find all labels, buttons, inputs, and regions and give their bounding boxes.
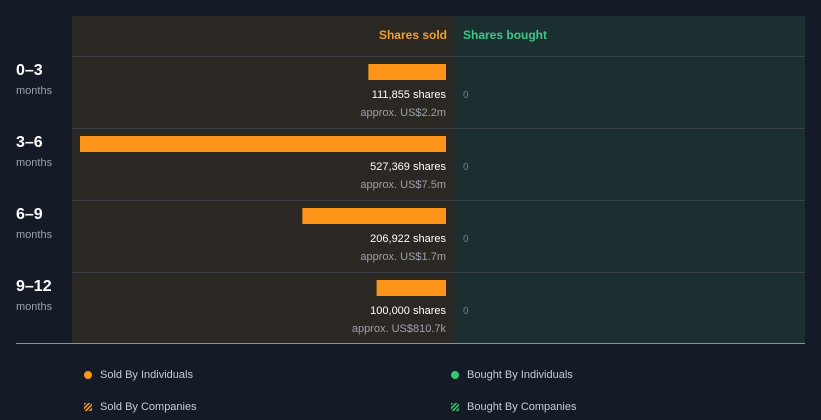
legend-bought-companies: Bought By Companies	[451, 401, 576, 413]
bought-panel	[454, 16, 805, 343]
chart-rows: 111,855 shares approx. US$2.2m 0 527,369 sh…	[72, 56, 805, 335]
sold-value-label: approx. US$810.7k	[352, 323, 447, 335]
legend-striped-green-icon	[451, 403, 459, 411]
period-label: 3–6	[16, 134, 43, 151]
period-unit-label: months	[16, 85, 53, 97]
bought-shares-label: 0	[463, 162, 469, 173]
period-label: 6–9	[16, 206, 43, 223]
legend-dot-orange-icon	[84, 371, 92, 379]
legend-sold-companies: Sold By Companies	[84, 401, 197, 413]
row-label: 9–12 months	[16, 278, 52, 313]
row-label: 6–9 months	[16, 206, 52, 241]
period-unit-label: months	[16, 229, 53, 241]
period-label: 9–12	[16, 278, 52, 295]
period-label: 0–3	[16, 62, 43, 79]
legend-bought-individuals: Bought By Individuals	[451, 369, 573, 381]
sold-shares-label: 527,369 shares	[370, 161, 446, 173]
row-label: 0–3 months	[16, 62, 52, 97]
bought-shares-label: 0	[463, 306, 469, 317]
bought-shares-label: 0	[463, 234, 469, 245]
bought-column-header: Shares bought	[463, 28, 547, 42]
bought-shares-label: 0	[463, 90, 469, 101]
sold-bar	[368, 64, 446, 80]
sold-value-label: approx. US$1.7m	[360, 251, 446, 263]
sold-bar	[376, 280, 446, 296]
sold-value-label: approx. US$2.2m	[360, 107, 446, 119]
legend-striped-orange-icon	[84, 403, 92, 411]
legend-dot-green-icon	[451, 371, 459, 379]
legend-label: Sold By Individuals	[100, 369, 193, 381]
sold-bar	[80, 136, 446, 152]
sold-bar	[302, 208, 446, 224]
sold-column-header: Shares sold	[379, 28, 447, 42]
legend-label: Bought By Individuals	[467, 369, 573, 381]
legend-sold-individuals: Sold By Individuals	[84, 369, 193, 381]
period-unit-label: months	[16, 157, 53, 169]
legend-label: Sold By Companies	[100, 401, 197, 413]
sold-shares-label: 100,000 shares	[370, 305, 446, 317]
sold-shares-label: 111,855 shares	[372, 89, 447, 101]
sold-value-label: approx. US$7.5m	[360, 179, 446, 191]
legend-label: Bought By Companies	[467, 401, 577, 413]
row-label: 3–6 months	[16, 134, 52, 169]
sold-shares-label: 206,922 shares	[370, 233, 446, 245]
period-unit-label: months	[16, 301, 53, 313]
